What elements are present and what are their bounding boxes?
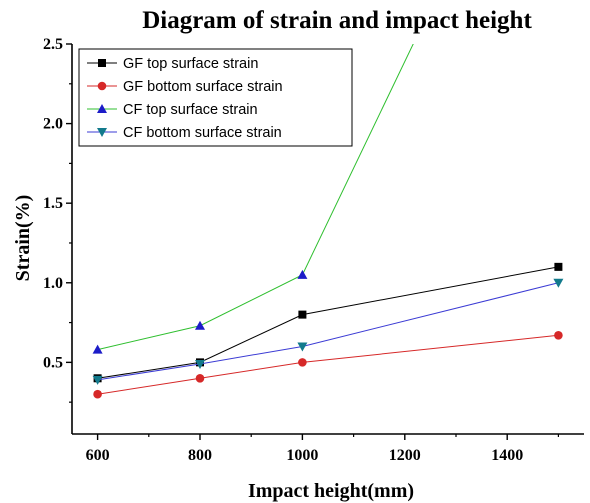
legend-marker-1 (98, 59, 106, 67)
legend-box (78, 48, 353, 147)
series-3-point-1 (92, 344, 103, 354)
series-3-point-3 (297, 269, 308, 279)
series-line-2 (97, 334, 559, 395)
series-3-point-2 (195, 320, 205, 330)
legend-label-1: GF top surface strain (123, 56, 258, 72)
x-axis-label: Impact height(mm) (248, 480, 414, 502)
legend-marker-4 (97, 128, 107, 137)
legend-label-4: CF bottom surface strain (123, 125, 282, 141)
series-line-3 (97, 44, 414, 351)
x-tick-label-2: 800 (188, 447, 212, 464)
y-tick-label-1: 0.5 (43, 354, 63, 371)
legend-marker-3 (97, 104, 107, 113)
y-tick-label-4: 2.0 (43, 116, 63, 133)
legend-label-2: GF bottom surface strain (123, 79, 283, 95)
y-tick-label-3: 1.5 (43, 195, 63, 212)
series-1-point-4 (554, 262, 563, 271)
data-layer (92, 44, 564, 399)
legend-label-3: CF top surface strain (123, 102, 258, 118)
x-tick-label-4: 1200 (389, 447, 421, 464)
series-2-point-3 (298, 358, 307, 367)
x-tick-label-3: 1000 (286, 447, 318, 464)
chart-title: Diagram of strain and impact height (142, 7, 532, 34)
series-line-4 (97, 282, 559, 381)
y-axis-label: Strain(%) (12, 195, 34, 282)
series-4-point-1 (92, 375, 103, 385)
series-4-point-2 (195, 359, 205, 369)
series-2-point-2 (195, 373, 205, 383)
axes: 600 800 1000 1200 1400 0.5 1.0 1.5 2.0 2.5 (43, 36, 584, 464)
series-line-1 (97, 266, 559, 379)
legend-marker-2 (97, 81, 107, 91)
y-tick-label-2: 1.0 (43, 275, 63, 292)
series-2-point-4 (554, 331, 563, 340)
series-4-point-3 (297, 342, 308, 352)
x-tick-label-1: 600 (86, 447, 110, 464)
legend: GF top surface strain GF bottom surface s… (78, 48, 353, 147)
y-tick-label-5: 2.5 (43, 36, 63, 53)
series-2-point-1 (93, 389, 102, 399)
series-1-point-3 (298, 310, 307, 319)
series-4-point-4 (553, 278, 564, 288)
x-tick-label-5: 1400 (491, 447, 523, 464)
